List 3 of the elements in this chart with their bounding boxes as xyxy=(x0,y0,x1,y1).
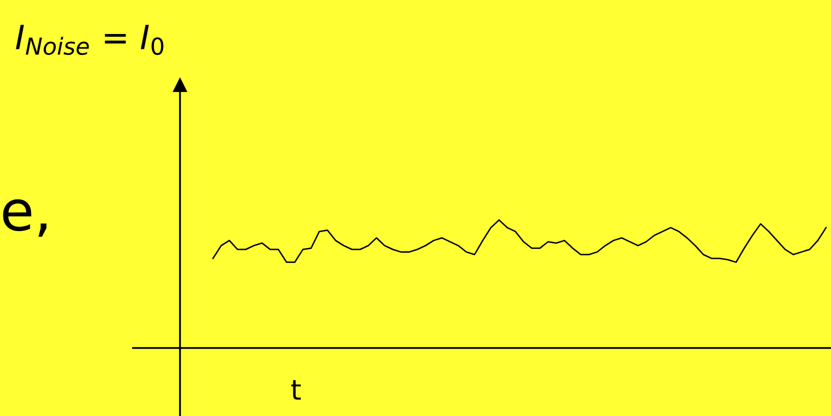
text: e, xyxy=(3,199,46,237)
x-axis-title: t xyxy=(291,380,301,400)
chart-title: I$_{Noise}$ = I$_{0}$ xyxy=(16,24,164,55)
